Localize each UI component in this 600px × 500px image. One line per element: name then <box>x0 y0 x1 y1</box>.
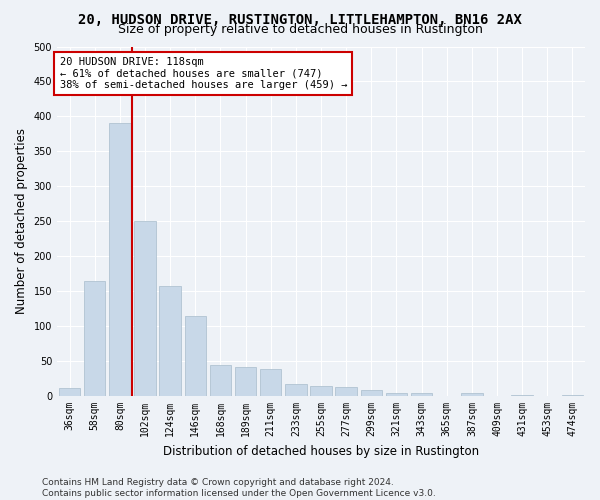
X-axis label: Distribution of detached houses by size in Rustington: Distribution of detached houses by size … <box>163 444 479 458</box>
Bar <box>160 286 181 396</box>
Text: Size of property relative to detached houses in Rustington: Size of property relative to detached ho… <box>118 22 482 36</box>
Bar <box>84 280 106 396</box>
Bar <box>134 222 156 396</box>
Bar <box>109 124 131 396</box>
Y-axis label: Number of detached properties: Number of detached properties <box>15 128 28 314</box>
Bar <box>335 387 357 396</box>
Bar <box>461 394 482 396</box>
Text: Contains HM Land Registry data © Crown copyright and database right 2024.
Contai: Contains HM Land Registry data © Crown c… <box>42 478 436 498</box>
Bar <box>235 366 256 396</box>
Bar <box>185 316 206 396</box>
Text: 20 HUDSON DRIVE: 118sqm
← 61% of detached houses are smaller (747)
38% of semi-d: 20 HUDSON DRIVE: 118sqm ← 61% of detache… <box>59 57 347 90</box>
Bar <box>361 390 382 396</box>
Bar <box>386 394 407 396</box>
Bar <box>411 394 432 396</box>
Bar <box>260 370 281 396</box>
Bar <box>285 384 307 396</box>
Bar <box>59 388 80 396</box>
Bar <box>310 386 332 396</box>
Bar <box>210 366 231 396</box>
Text: 20, HUDSON DRIVE, RUSTINGTON, LITTLEHAMPTON, BN16 2AX: 20, HUDSON DRIVE, RUSTINGTON, LITTLEHAMP… <box>78 12 522 26</box>
